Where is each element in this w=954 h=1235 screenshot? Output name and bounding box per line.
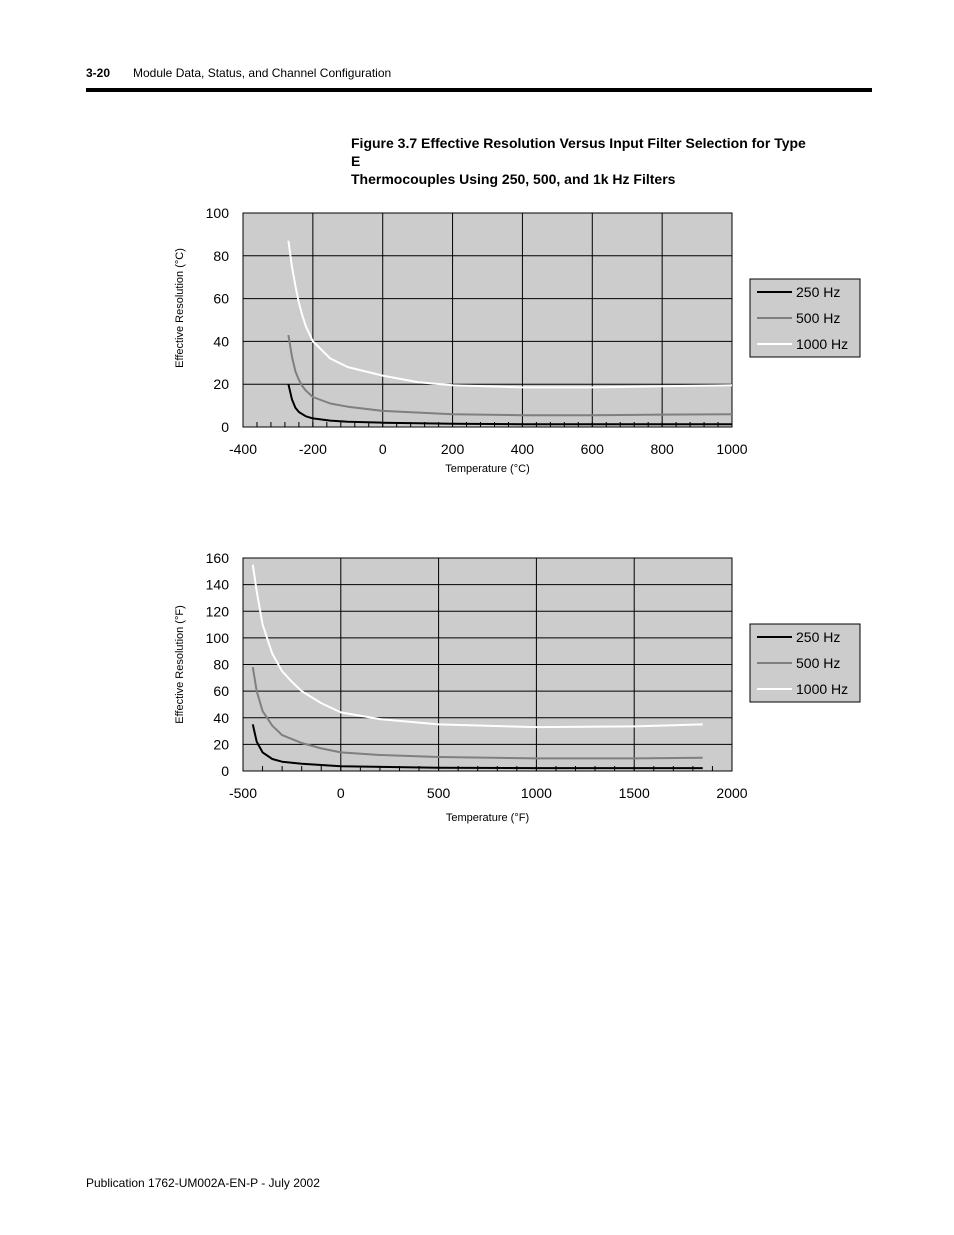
chart-1-series-line-1 <box>251 667 703 760</box>
chart-0-y-tick-label: 0 <box>221 419 229 435</box>
chart-1-legend-label-0: 250 Hz <box>796 629 840 645</box>
chart-1-series-line-0 <box>251 724 703 770</box>
chart-1-y-tick-label: 80 <box>213 657 229 673</box>
chart-1-y-tick-label: 160 <box>206 550 230 566</box>
chart-1-y-tick-label: 20 <box>213 736 229 752</box>
chart-celsius-svg: 0 20 40 60 80 100 -400 -200 0 200 400 600 800 1000 Tem… <box>174 205 861 475</box>
chart-1-series-line-2 <box>251 564 703 729</box>
chart-0-x-axis-label: Temperature (°C) <box>445 463 529 475</box>
chart-0-series-line-1 <box>287 334 733 417</box>
chart-0-y-tick-label: 80 <box>213 248 229 264</box>
chart-0-x-tick-label: 400 <box>511 441 535 457</box>
chart-0-legend-label-2: 1000 Hz <box>796 336 848 352</box>
chart-1-legend-label-1: 500 Hz <box>796 655 840 671</box>
chart-1-y-tick-label: 120 <box>206 603 230 619</box>
chart-0-x-tick-label: 1000 <box>716 441 747 457</box>
chart-fahrenheit: 0 20 40 60 80 100 120 140 160 -500 0 500 1000 1500 200… <box>150 545 890 835</box>
chart-1-y-tick-label: 40 <box>213 710 229 726</box>
chart-1-x-tick-label: -500 <box>229 785 257 801</box>
chart-1-x-tick-label: 2000 <box>716 785 747 801</box>
chart-0-x-tick-label: 600 <box>581 441 605 457</box>
chart-0-x-tick-label: 800 <box>650 441 674 457</box>
chart-0-y-tick-label: 40 <box>213 333 229 349</box>
chart-0-legend-label-0: 250 Hz <box>796 284 840 300</box>
chart-0-y-tick-label: 100 <box>206 205 230 221</box>
chart-1-x-axis-label: Temperature (°F) <box>446 812 529 824</box>
chart-0-y-tick-label: 60 <box>213 291 229 307</box>
chart-celsius: 0 20 40 60 80 100 -400 -200 0 200 400 600 800 1000 Tem… <box>150 200 890 490</box>
figure-caption-line-2: Thermocouples Using 250, 500, and 1k Hz … <box>351 171 676 187</box>
figure-caption: Figure 3.7 Effective Resolution Versus I… <box>351 134 811 188</box>
chart-1-y-tick-label: 60 <box>213 683 229 699</box>
chart-1-y-tick-label: 0 <box>221 763 229 779</box>
chart-1-legend-label-2: 1000 Hz <box>796 681 848 697</box>
chart-0-y-tick-label: 20 <box>213 376 229 392</box>
chart-0-legend-label-1: 500 Hz <box>796 310 840 326</box>
chart-1-y-tick-label: 140 <box>206 577 230 593</box>
chart-1-x-tick-label: 0 <box>337 785 345 801</box>
chart-0-series-line-2 <box>287 240 733 389</box>
chart-0-y-axis-label: Effective Resolution (°C) <box>174 248 186 368</box>
chart-1-y-tick-label: 100 <box>206 630 230 646</box>
chart-0-x-tick-label: 200 <box>441 441 465 457</box>
page-number: 3-20 <box>86 66 111 80</box>
chart-0-series-line-0 <box>287 383 732 426</box>
section-title: Module Data, Status, and Channel Configu… <box>133 66 392 80</box>
figure-caption-line-1: Figure 3.7 Effective Resolution Versus I… <box>351 135 806 169</box>
chart-0-x-tick-label: -200 <box>299 441 327 457</box>
chart-1-x-tick-label: 1000 <box>521 785 552 801</box>
chart-0-x-tick-label: 0 <box>379 441 387 457</box>
footer-publication: Publication 1762-UM002A-EN-P - July 2002 <box>86 1176 320 1190</box>
chart-1-x-tick-label: 1500 <box>619 785 650 801</box>
chart-1-y-axis-label: Effective Resolution (°F) <box>174 605 186 724</box>
header-rule <box>86 88 872 92</box>
chart-0-plot-area <box>242 212 733 428</box>
chart-0-x-tick-label: -400 <box>229 441 257 457</box>
chart-1-x-tick-label: 500 <box>427 785 451 801</box>
